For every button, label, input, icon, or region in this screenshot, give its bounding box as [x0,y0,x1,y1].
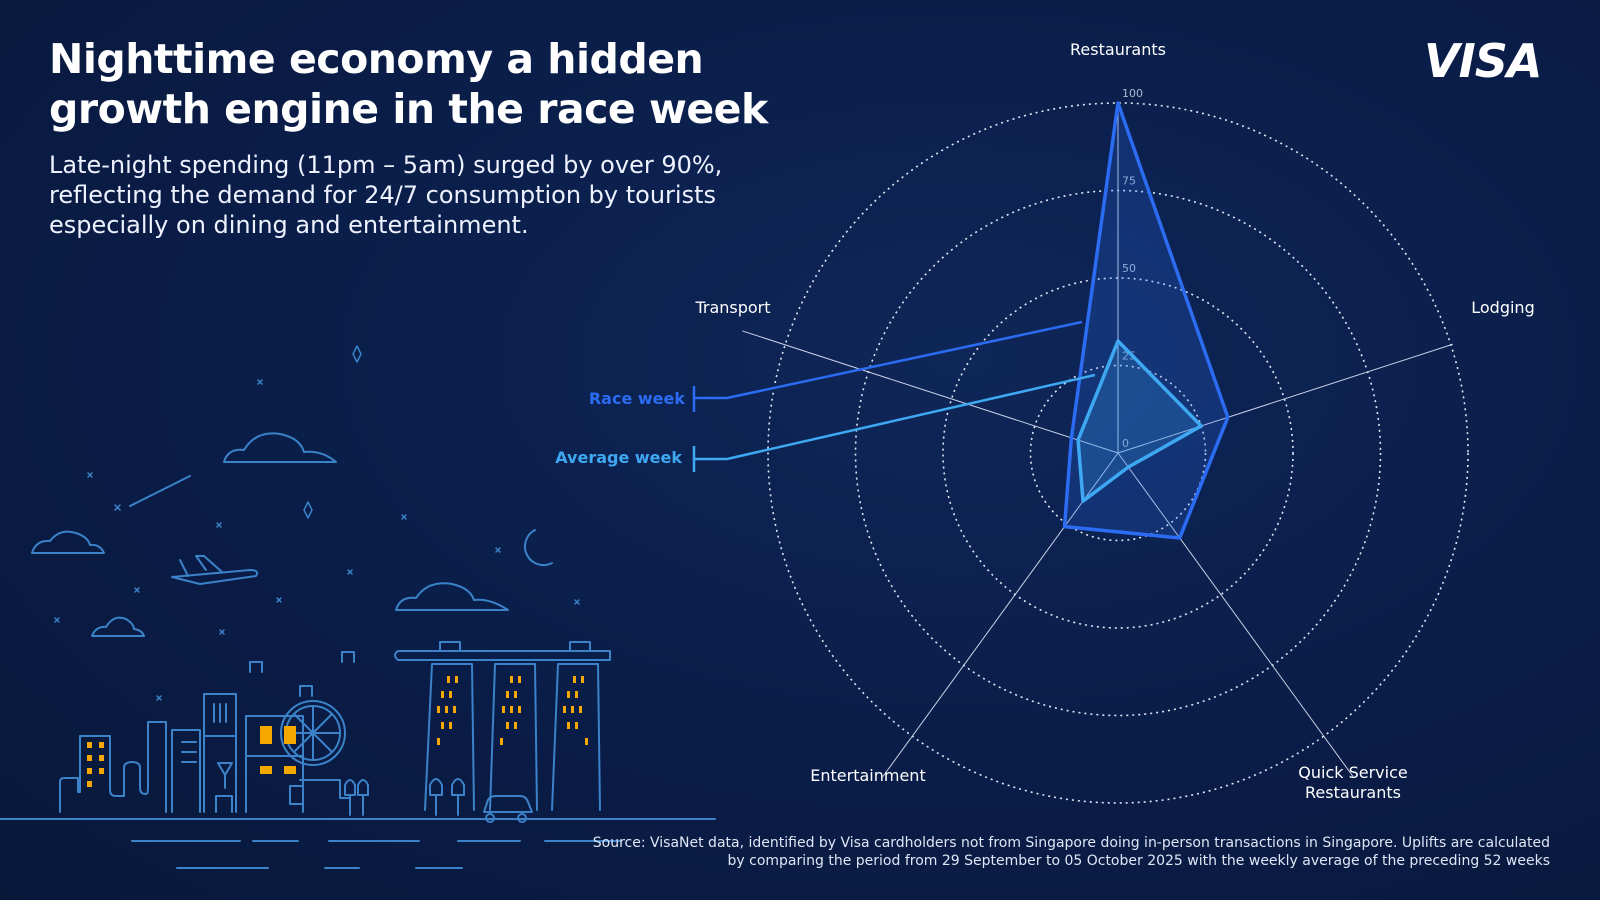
axis-label: Restaurants [1070,40,1166,59]
axis-line [1117,343,1453,454]
music-notes [249,651,355,697]
legend: Race week Average week [555,320,1096,472]
legend-average-week-leader [694,373,1096,461]
axis-line [882,452,1119,777]
legend-race-week: Race week [589,389,686,408]
series-race-week [1062,101,1230,540]
grid-ring [942,277,1294,629]
axis-lines [742,103,1453,777]
tick-label: 0 [1122,437,1129,450]
source-note: Source: VisaNet data, identified by Visa… [592,835,1550,869]
grid-ring [1029,364,1207,542]
axis-line [742,330,1119,454]
moon-icon [523,529,553,567]
axis-label: Transport [694,298,770,317]
axis-label: Lodging [1471,298,1534,317]
tick-label: 100 [1122,87,1143,100]
grid-ring [767,102,1469,804]
radar-chart: 0 25 50 75 100 Restaurants Lodging Quick Servi… [555,40,1535,804]
tick-label: 50 [1122,262,1136,275]
buildings [59,641,611,823]
axis-labels: Restaurants Lodging Quick Service Restauran… [694,40,1534,802]
axis-label: Entertainment [810,766,925,785]
visa-logo: VISA [1424,34,1542,88]
tick-label: 25 [1122,350,1136,363]
airplane-icon [171,555,259,585]
axis-line [1117,452,1354,777]
series-average-week [1076,339,1203,503]
title-line-1: Nighttime economy a hidden [49,35,704,83]
city-skyline-illustration [0,345,716,869]
tick-labels: 0 25 50 75 100 [1122,87,1143,450]
road-dashes [131,840,621,869]
tick-label: 75 [1122,175,1136,188]
legend-average-week: Average week [555,448,682,467]
legend-race-week-leader [694,320,1083,400]
clouds [31,432,509,637]
shooting-star [129,475,191,507]
axis-label: Quick Service Restaurants [1298,763,1407,802]
subtitle: Late-night spending (11pm – 5am) surged … [49,151,723,239]
page-title: Nighttime economy a hidden growth engine… [49,34,768,134]
stars [54,345,580,701]
lit-windows [87,676,588,787]
title-line-2: growth engine in the race week [49,85,768,133]
series-polygons [1062,101,1230,540]
